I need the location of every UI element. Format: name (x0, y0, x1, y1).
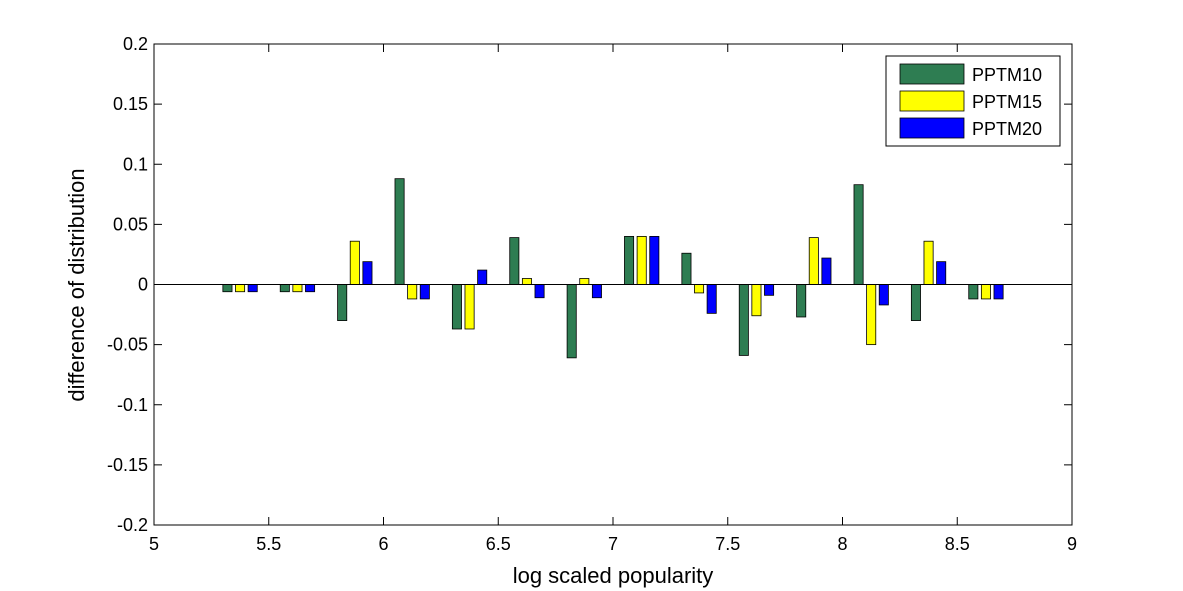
x-tick-label: 6.5 (486, 534, 511, 554)
bar-pptm15-10 (808, 237, 819, 285)
bar-pptm15-6 (579, 278, 590, 285)
bar-pptm15-11 (866, 284, 877, 346)
y-tick-label: -0.05 (107, 335, 148, 355)
bar-pptm20-13 (993, 284, 1004, 300)
bar-pptm10-4 (451, 284, 462, 330)
bar-pptm10-8 (681, 252, 692, 285)
bar-pptm10-2 (337, 284, 348, 321)
y-tick-label: -0.1 (117, 395, 148, 415)
x-tick-label: 7.5 (715, 534, 740, 554)
bar-pptm15-0 (235, 284, 246, 293)
bar-pptm20-8 (706, 284, 717, 314)
legend-label-pptm20: PPTM20 (972, 119, 1042, 139)
bar-pptm20-10 (821, 257, 832, 285)
legend-swatch-pptm20 (899, 117, 965, 139)
y-tick-label: 0.15 (113, 94, 148, 114)
legend: PPTM10 PPTM15 PPTM20 (885, 55, 1061, 147)
bar-pptm20-12 (936, 261, 947, 285)
bar-pptm15-8 (694, 284, 705, 294)
y-tick-label: 0.2 (123, 34, 148, 54)
bar-pptm15-3 (407, 284, 418, 300)
bar-pptm10-1 (279, 284, 290, 293)
legend-label-pptm10: PPTM10 (972, 65, 1042, 85)
y-tick-label: 0.1 (123, 154, 148, 174)
bar-pptm15-2 (349, 240, 360, 285)
bar-pptm20-7 (649, 235, 660, 285)
legend-label-pptm15: PPTM15 (972, 92, 1042, 112)
bar-pptm15-12 (923, 240, 934, 285)
x-tick-label: 9 (1067, 534, 1077, 554)
bar-pptm10-3 (394, 178, 405, 285)
bar-pptm10-5 (509, 237, 520, 285)
bar-pptm20-4 (477, 269, 488, 285)
bar-pptm10-9 (738, 284, 749, 356)
bar-pptm20-9 (764, 284, 775, 296)
x-tick-label: 5.5 (256, 534, 281, 554)
y-tick-label: -0.2 (117, 515, 148, 535)
legend-swatch-pptm15 (899, 90, 965, 112)
bar-pptm20-5 (534, 284, 545, 299)
bar-pptm15-9 (751, 284, 762, 317)
bar-pptm10-0 (222, 284, 233, 293)
bar-pptm10-6 (566, 284, 577, 359)
y-axis-title: difference of distribution (64, 168, 89, 401)
bar-pptm15-13 (980, 284, 991, 300)
bars-group (222, 178, 1004, 359)
bar-pptm10-11 (853, 184, 864, 285)
bar-pptm10-12 (910, 284, 921, 321)
y-tick-label: 0.05 (113, 214, 148, 234)
legend-swatch-pptm10 (899, 63, 965, 85)
bar-pptm10-10 (796, 284, 807, 318)
x-tick-label: 6 (378, 534, 388, 554)
bar-pptm20-1 (305, 284, 316, 293)
y-tick-label: 0 (138, 275, 148, 295)
bar-pptm20-0 (247, 284, 258, 293)
bar-pptm20-3 (419, 284, 430, 300)
bar-pptm20-2 (362, 261, 373, 285)
bar-pptm15-4 (464, 284, 475, 330)
ticks-group: 5 5.5 6 6.5 7 7.5 8 8.5 9 -0.2 -0.15 -0.1 -0.05 0 0.05… (107, 34, 1077, 554)
bar-pptm10-13 (968, 284, 979, 300)
bar-pptm15-7 (636, 235, 647, 285)
bar-pptm15-1 (292, 284, 303, 293)
x-tick-label: 5 (149, 534, 159, 554)
x-tick-label: 7 (608, 534, 618, 554)
x-tick-label: 8 (837, 534, 847, 554)
y-tick-label: -0.15 (107, 455, 148, 475)
x-axis-title: log scaled popularity (513, 563, 714, 588)
bar-pptm20-11 (878, 284, 889, 306)
x-tick-label: 8.5 (945, 534, 970, 554)
bar-pptm10-7 (624, 235, 635, 285)
bar-pptm20-6 (591, 284, 602, 299)
bar-pptm15-5 (521, 278, 532, 285)
